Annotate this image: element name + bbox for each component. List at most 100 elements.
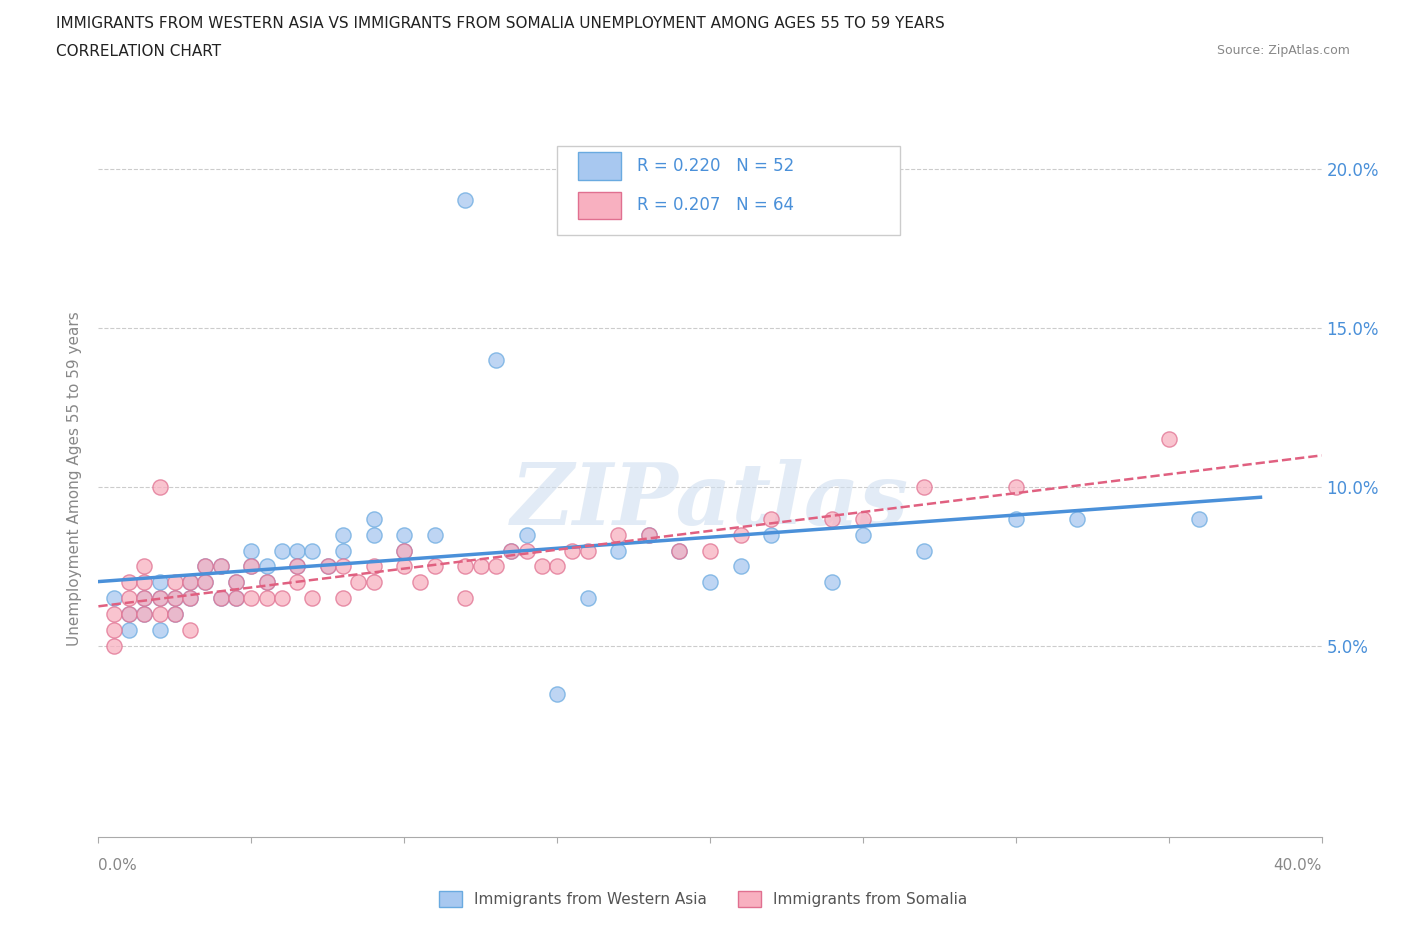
Point xyxy=(301,591,323,605)
Point xyxy=(118,606,141,621)
Point xyxy=(285,575,308,590)
Text: ZIPatlas: ZIPatlas xyxy=(510,458,910,542)
Y-axis label: Unemployment Among Ages 55 to 59 years: Unemployment Among Ages 55 to 59 years xyxy=(67,312,83,646)
Point xyxy=(1188,512,1211,526)
Point xyxy=(392,543,416,558)
Point xyxy=(546,686,568,701)
Point xyxy=(730,559,752,574)
Point xyxy=(163,606,186,621)
Point xyxy=(576,543,599,558)
Point xyxy=(134,606,156,621)
Point xyxy=(134,591,156,605)
Point xyxy=(852,512,875,526)
Point xyxy=(270,543,292,558)
Point xyxy=(408,575,430,590)
Point xyxy=(103,591,125,605)
Point xyxy=(392,543,416,558)
Point xyxy=(163,575,186,590)
Point xyxy=(821,575,844,590)
Point xyxy=(912,543,935,558)
Point xyxy=(240,559,263,574)
Point xyxy=(118,606,141,621)
Point xyxy=(103,639,125,654)
Text: IMMIGRANTS FROM WESTERN ASIA VS IMMIGRANTS FROM SOMALIA UNEMPLOYMENT AMONG AGES : IMMIGRANTS FROM WESTERN ASIA VS IMMIGRAN… xyxy=(56,16,945,31)
Point xyxy=(332,527,354,542)
Point xyxy=(423,527,446,542)
Point xyxy=(225,591,247,605)
Point xyxy=(179,623,201,638)
Point xyxy=(730,527,752,542)
Point xyxy=(209,591,232,605)
Point xyxy=(179,591,201,605)
Point xyxy=(699,575,721,590)
Point xyxy=(576,591,599,605)
Point xyxy=(637,527,661,542)
Point xyxy=(118,591,141,605)
Point xyxy=(118,575,141,590)
Bar xyxy=(578,192,620,219)
Point xyxy=(149,591,172,605)
Text: 0.0%: 0.0% xyxy=(98,857,138,872)
Point xyxy=(668,543,690,558)
Point xyxy=(759,527,782,542)
Point xyxy=(194,575,217,590)
Point xyxy=(194,559,217,574)
Point xyxy=(256,559,278,574)
Point xyxy=(240,543,263,558)
Point xyxy=(209,591,232,605)
Point xyxy=(134,559,156,574)
Point xyxy=(530,559,553,574)
Point xyxy=(179,591,201,605)
Text: CORRELATION CHART: CORRELATION CHART xyxy=(56,44,221,59)
Point xyxy=(485,352,508,367)
Point xyxy=(285,559,308,574)
Point xyxy=(485,559,508,574)
Point xyxy=(240,559,263,574)
Point xyxy=(637,527,661,542)
Point xyxy=(392,559,416,574)
Point xyxy=(149,591,172,605)
Point xyxy=(225,575,247,590)
Point xyxy=(240,591,263,605)
Point xyxy=(363,527,385,542)
Point xyxy=(501,543,523,558)
Point xyxy=(118,623,141,638)
Point xyxy=(668,543,690,558)
Text: Source: ZipAtlas.com: Source: ZipAtlas.com xyxy=(1216,44,1350,57)
Point xyxy=(1157,432,1180,446)
Point xyxy=(332,591,354,605)
Text: 40.0%: 40.0% xyxy=(1274,857,1322,872)
FancyBboxPatch shape xyxy=(557,146,900,235)
Point xyxy=(423,559,446,574)
Point xyxy=(392,527,416,542)
Point xyxy=(149,575,172,590)
Text: R = 0.207   N = 64: R = 0.207 N = 64 xyxy=(637,196,793,215)
Point xyxy=(163,591,186,605)
Point xyxy=(179,575,201,590)
Point xyxy=(363,512,385,526)
Point xyxy=(1004,512,1026,526)
Point xyxy=(546,559,568,574)
Point xyxy=(103,623,125,638)
Point xyxy=(363,575,385,590)
Point xyxy=(516,543,538,558)
Point xyxy=(821,512,844,526)
Point xyxy=(134,591,156,605)
Point xyxy=(316,559,339,574)
Point xyxy=(209,559,232,574)
Point xyxy=(149,606,172,621)
Point xyxy=(163,606,186,621)
Point xyxy=(194,575,217,590)
Point xyxy=(699,543,721,558)
Point xyxy=(256,575,278,590)
Point xyxy=(852,527,875,542)
Point xyxy=(332,543,354,558)
Point xyxy=(454,559,477,574)
Point xyxy=(256,591,278,605)
Point xyxy=(454,193,477,208)
Point xyxy=(134,575,156,590)
Point xyxy=(256,575,278,590)
Point xyxy=(194,559,217,574)
Point xyxy=(163,591,186,605)
Point xyxy=(270,591,292,605)
